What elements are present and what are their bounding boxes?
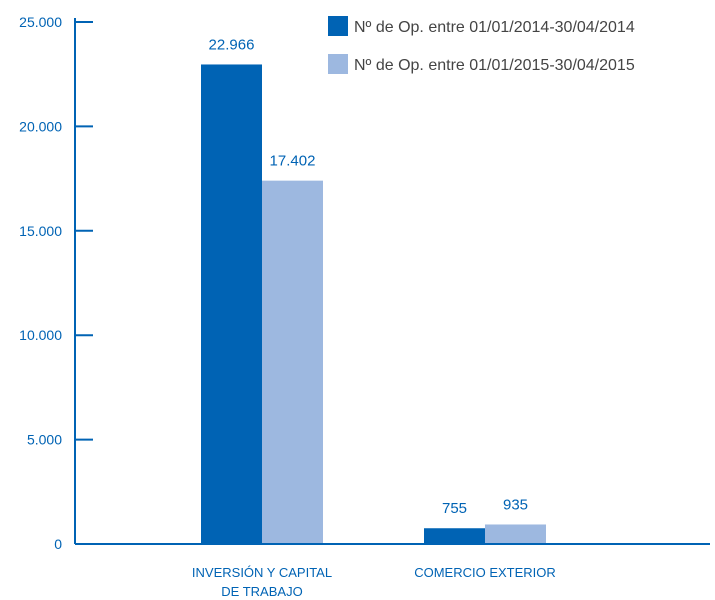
x-category-label: DE TRABAJO [221, 584, 302, 599]
bar-series-1-category-1 [201, 64, 262, 545]
y-tick-label: 15.000 [19, 223, 62, 239]
legend-label-1: Nº de Op. entre 01/01/2014-30/04/2014 [354, 19, 635, 36]
legend-swatch-1 [328, 16, 348, 36]
data-label-series-2-category-2: 935 [503, 496, 528, 513]
data-label-series-1-category-2: 755 [442, 500, 467, 517]
y-tick-label: 5.000 [27, 432, 62, 448]
data-labels: 22.966 755 17.402 935 [209, 36, 528, 517]
bar-series-2-category-1 [262, 180, 323, 544]
y-tick-label: 10.000 [19, 327, 62, 343]
y-tick-label: 20.000 [19, 118, 62, 134]
bar-series-1-category-2 [424, 528, 485, 544]
x-category-label: INVERSIÓN Y CAPITAL [192, 565, 332, 580]
legend-label-2: Nº de Op. entre 01/01/2015-30/04/2015 [354, 57, 635, 74]
bars [201, 64, 546, 545]
bar-series-2-category-2 [485, 524, 546, 544]
y-axis: 0 5.000 10.000 15.000 20.000 25.000 [19, 14, 93, 552]
data-label-series-1-category-1: 22.966 [209, 36, 255, 53]
x-category-label: COMERCIO EXTERIOR [414, 565, 556, 580]
legend-swatch-2 [328, 54, 348, 74]
y-tick-label: 25.000 [19, 14, 62, 30]
legend: Nº de Op. entre 01/01/2014-30/04/2014 Nº … [328, 16, 635, 74]
category-labels: INVERSIÓN Y CAPITAL DE TRABAJO COMERCIO EX… [192, 565, 556, 599]
y-tick-label: 0 [54, 536, 62, 552]
data-label-series-2-category-1: 17.402 [270, 153, 316, 170]
